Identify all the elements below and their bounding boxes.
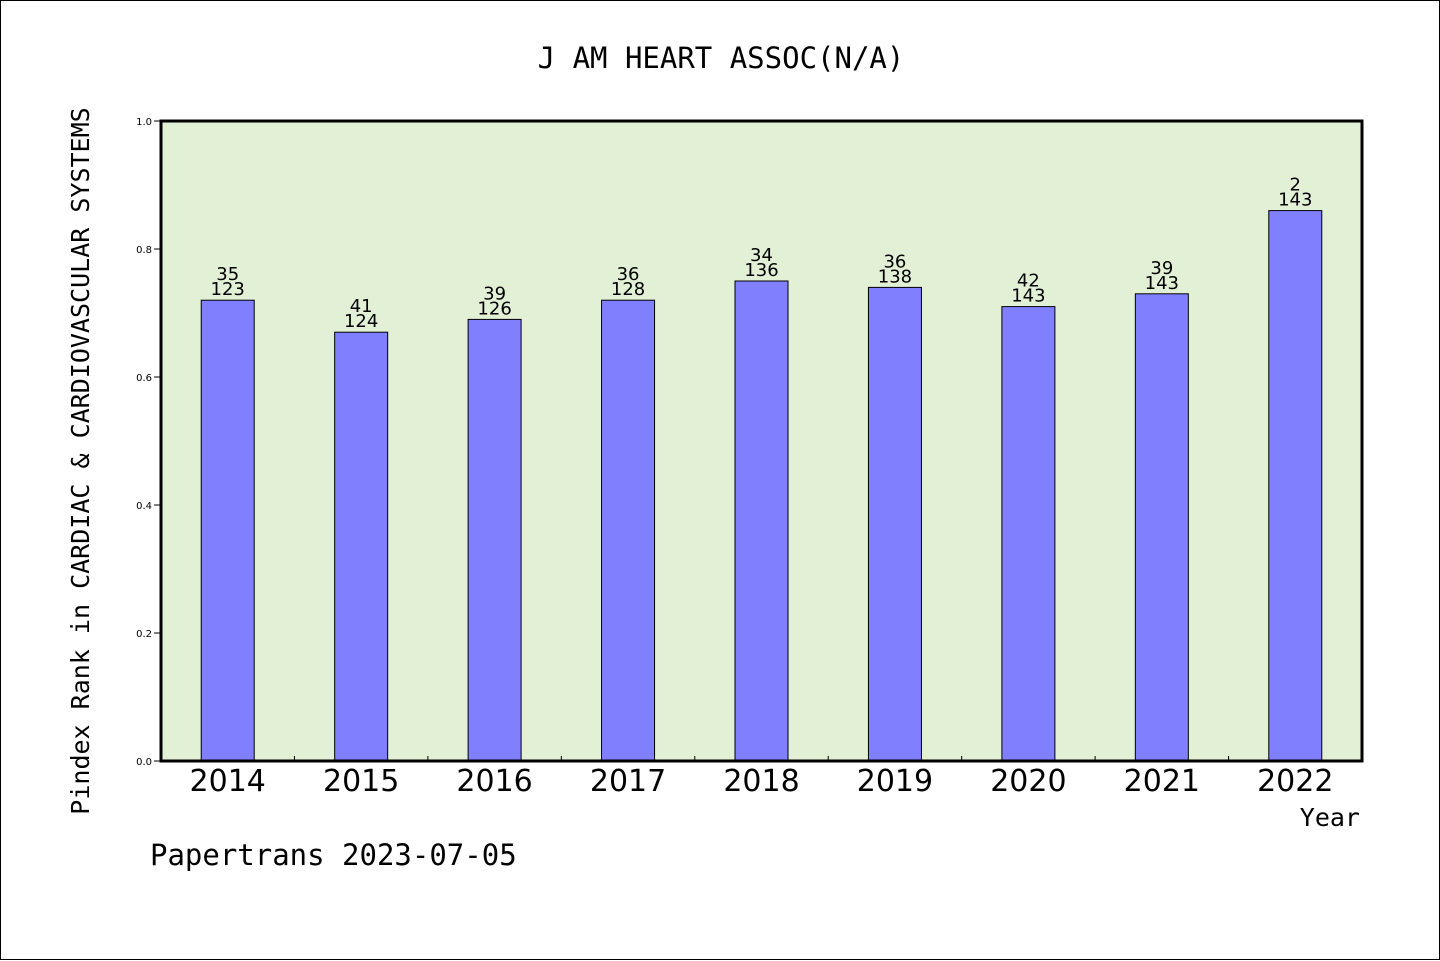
- y-tick-label-0.6: 0.6: [136, 373, 152, 384]
- footer-credit: Papertrans 2023-07-05: [150, 838, 517, 872]
- plot-border: [159, 119, 1364, 763]
- chart-title: J AM HEART ASSOC(N/A): [538, 41, 905, 75]
- bar-2015: [334, 331, 389, 762]
- bar-2020: [1001, 306, 1056, 762]
- bar-label-total-2016: 126: [477, 298, 511, 319]
- bar-label-total-2021: 143: [1145, 273, 1179, 294]
- bar-2014: [200, 299, 255, 762]
- bar-label-total-2022: 143: [1278, 190, 1312, 211]
- x-tick-label-2021: 2021: [1124, 764, 1200, 799]
- y-tick-label-0.2: 0.2: [136, 629, 152, 640]
- x-axis-label: Year: [1300, 803, 1360, 832]
- y-tick-label-0.8: 0.8: [136, 245, 152, 256]
- y-tick-label-1.0: 1.0: [136, 117, 152, 128]
- bar-label-rank-2018: 34: [750, 245, 773, 266]
- bar-label-rank-2017: 36: [617, 264, 640, 285]
- x-tick-label-2018: 2018: [723, 764, 799, 799]
- bar-2022: [1268, 210, 1323, 762]
- y-tick-label-0.4: 0.4: [136, 501, 152, 512]
- bar-label-rank-2021: 39: [1150, 258, 1173, 279]
- x-tick-label-2020: 2020: [990, 764, 1066, 799]
- bar-label-total-2014: 123: [211, 279, 245, 300]
- x-tick-label-2019: 2019: [857, 764, 933, 799]
- y-axis-ticks: 0.0 0.2 0.4 0.6 0.8 1.0: [136, 117, 161, 768]
- x-tick-label-2022: 2022: [1257, 764, 1333, 799]
- bar-label-rank-2020: 42: [1017, 271, 1040, 292]
- y-tick-label-0.0: 0.0: [136, 757, 152, 768]
- x-tick-label-2016: 2016: [456, 764, 532, 799]
- bar-label-total-2018: 136: [744, 260, 778, 281]
- x-tick-label-2014: 2014: [190, 764, 266, 799]
- bar-2018: [734, 280, 789, 762]
- bar-label-rank-2015: 41: [350, 296, 373, 317]
- bar-label-total-2020: 143: [1011, 286, 1045, 307]
- bar-2019: [867, 286, 922, 762]
- bar-2016: [467, 318, 522, 762]
- bar-label-rank-2014: 35: [216, 264, 239, 285]
- x-tick-label-2015: 2015: [323, 764, 399, 799]
- bar-label-total-2017: 128: [611, 279, 645, 300]
- bar-label-rank-2022: 2: [1290, 175, 1301, 196]
- bar-2017: [601, 299, 656, 762]
- bar-label-total-2015: 124: [344, 311, 378, 332]
- bar-label-total-2019: 138: [878, 266, 912, 287]
- bar-2021: [1134, 293, 1189, 762]
- bar-label-rank-2019: 36: [883, 251, 906, 272]
- bar-label-rank-2016: 39: [483, 283, 506, 304]
- x-axis-ticks: 2014 2015 2016 2017 2018 2019 2020 2021 2022: [190, 756, 1333, 799]
- y-axis-label: Pindex Rank in CARDIAC & CARDIOVASCULAR …: [66, 107, 95, 814]
- bars-group: [200, 210, 1323, 762]
- x-tick-label-2017: 2017: [590, 764, 666, 799]
